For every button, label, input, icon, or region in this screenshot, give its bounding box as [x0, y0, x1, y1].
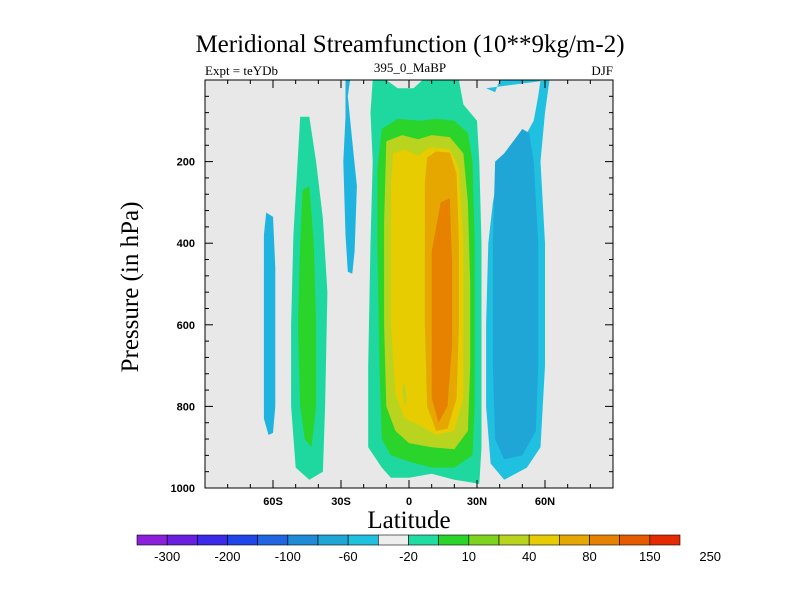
- colorbar-swatch: [317, 534, 349, 546]
- colorbar-swatch: [408, 534, 439, 546]
- colorbar-label: 250: [699, 549, 721, 564]
- x-tick-label: 0: [406, 496, 412, 508]
- chart-title: Meridional Streamfunction (10**9kg/m-2): [195, 31, 624, 58]
- colorbar-swatch: [619, 534, 651, 546]
- contour-region-tropical-small-spot: [402, 381, 407, 407]
- center-string: 395_0_MaBP: [374, 60, 446, 75]
- colorbar-swatch: [257, 534, 289, 546]
- x-tick-label: 30N: [467, 496, 487, 508]
- colorbar-swatch: [438, 534, 470, 546]
- colorbar-label: -60: [339, 549, 358, 564]
- axis-ticks: [205, 80, 613, 489]
- colorbar: [136, 534, 681, 546]
- plot-frame: [204, 79, 614, 489]
- y-tick-label: 1000: [171, 483, 195, 495]
- y-tick-label: 200: [177, 157, 195, 169]
- y-tick-labels: 200 400 600 800 1000: [171, 157, 195, 495]
- colorbar-label: 10: [462, 549, 476, 564]
- colorbar-swatch: [347, 534, 379, 546]
- colorbar-swatch: [559, 534, 590, 546]
- colorbar-swatch: [528, 534, 560, 546]
- contour-region-sh-upper-negative-streak: [343, 80, 357, 274]
- x-tick-label: 30S: [331, 496, 351, 508]
- colorbar-label: -200: [214, 549, 240, 564]
- colorbar-swatch: [649, 534, 681, 546]
- right-string: DJF: [591, 63, 613, 78]
- colorbar-swatch: [136, 534, 168, 546]
- contour-regions: [263, 80, 550, 484]
- colorbar-label: 40: [522, 549, 536, 564]
- colorbar-swatch: [468, 534, 500, 546]
- colorbar-label: -100: [275, 549, 301, 564]
- colorbar-swatch: [197, 534, 228, 546]
- x-axis-label: Latitude: [367, 507, 450, 534]
- colorbar-swatch: [378, 534, 409, 546]
- colorbar-swatch: [287, 534, 319, 546]
- colorbar-swatch: [589, 534, 620, 546]
- contour-region-sh-high-lat-negative-cell: [263, 212, 276, 435]
- colorbar-labels: -300 -200 -100 -60 -20 10 40 80 150 250: [154, 549, 721, 564]
- contour-region-nh-negative-cell-inner: [492, 129, 539, 460]
- contour-region-tropical-cell-core: [431, 198, 453, 423]
- colorbar-label: 80: [582, 549, 596, 564]
- y-tick-label: 400: [177, 238, 195, 250]
- colorbar-label: -20: [399, 549, 418, 564]
- contour-region-sh-midlat-positive-core: [297, 186, 317, 448]
- y-axis-label: Pressure (in hPa): [117, 202, 144, 373]
- y-tick-label: 600: [177, 320, 195, 332]
- y-tick-label: 800: [177, 401, 195, 413]
- colorbar-swatch: [227, 534, 258, 546]
- colorbar-swatch: [498, 534, 530, 546]
- x-tick-label: 60S: [263, 496, 283, 508]
- x-tick-labels: 60S 30S 0 30N 60N: [263, 496, 555, 508]
- x-tick-label: 60N: [535, 496, 555, 508]
- left-string: Expt = teYDb: [205, 63, 278, 78]
- colorbar-label: -300: [154, 549, 180, 564]
- colorbar-swatch: [166, 534, 198, 546]
- colorbar-label: 150: [639, 549, 661, 564]
